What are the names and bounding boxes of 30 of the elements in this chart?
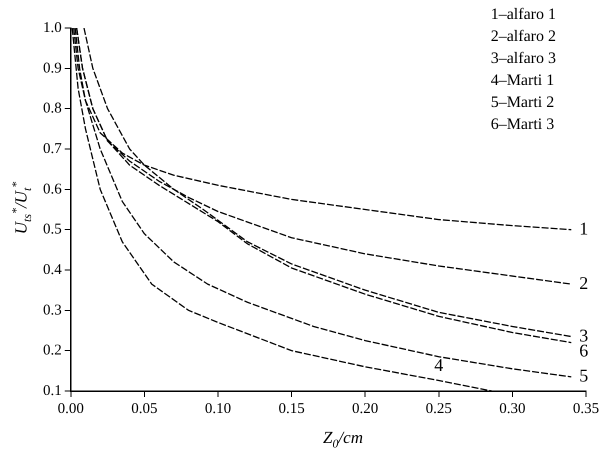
x-tick-label: 0.00 xyxy=(58,400,84,417)
y-tick-label: 0.3 xyxy=(43,302,62,318)
annotation: 5–Marti 2 xyxy=(490,93,556,113)
x-tick-label: 0.30 xyxy=(499,400,526,417)
y-tick-label: 0.8 xyxy=(43,100,62,117)
series-label: 2 xyxy=(579,272,588,293)
y-tick-label: 0.6 xyxy=(43,181,62,198)
x-tick-label: 0.20 xyxy=(352,400,378,417)
y-tick-label: 0.1 xyxy=(43,382,62,399)
annotation: 6–Marti 3 xyxy=(490,115,556,135)
series-label: 1 xyxy=(579,218,588,238)
annotation: 3–alfaro 3 xyxy=(490,49,556,69)
x-tick-label: 0.05 xyxy=(131,400,158,417)
text: 1–alfaro 1 xyxy=(490,5,556,25)
y-tick-label: 0.7 xyxy=(43,140,62,157)
y-tick-label: 0.5 xyxy=(43,222,62,238)
y-tick-label: 1.0 xyxy=(43,20,62,36)
x-axis-title: Z$_{0}$/cm xyxy=(323,428,363,452)
x-tick-label: 0.15 xyxy=(278,400,305,417)
series-label: 3 xyxy=(579,325,588,346)
x-tick-label: 0.35 xyxy=(572,400,600,417)
y-tick-label: 0.4 xyxy=(43,262,62,278)
annotation: 4–Marti 1 xyxy=(490,71,556,91)
annotation: 2–alfaro 2 xyxy=(490,27,556,47)
series-label: 4 xyxy=(434,355,444,376)
series-label: 5 xyxy=(579,366,588,386)
y-tick-label: 0.2 xyxy=(43,342,62,359)
x-tick-label: 0.10 xyxy=(204,400,232,417)
x-tick-label: 0.25 xyxy=(426,400,452,417)
y-tick-label: 0.9 xyxy=(43,60,62,76)
